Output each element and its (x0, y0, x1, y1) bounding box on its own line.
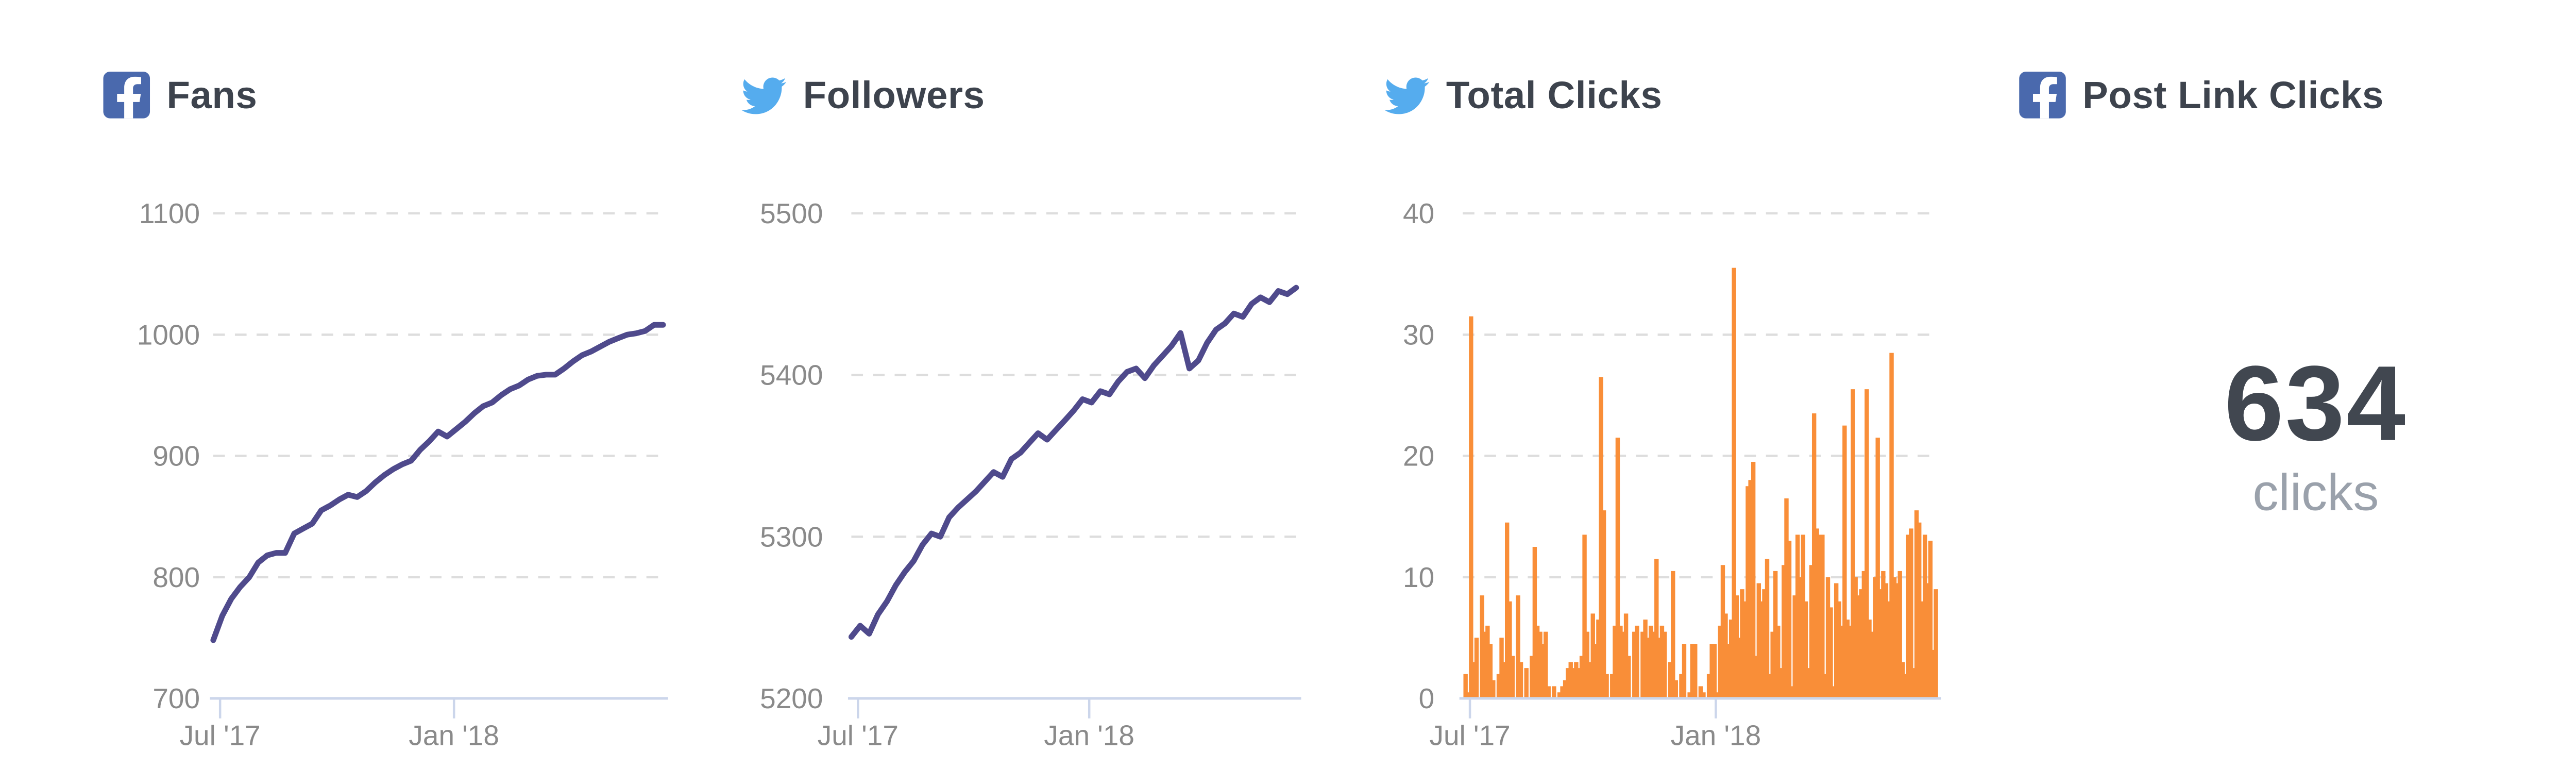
y-axis-tick-label: 5200 (760, 682, 823, 714)
post-link-clicks-panel-title: Post Link Clicks (2082, 72, 2384, 116)
post-link-clicks-value: 634 (2224, 343, 2408, 463)
twitter-icon (740, 72, 787, 119)
twitter-icon (1383, 72, 1430, 119)
y-axis-tick-label: 900 (152, 440, 200, 472)
y-axis-tick-label: 0 (1419, 682, 1435, 714)
x-axis-tick-label: Jan '18 (1671, 719, 1761, 751)
x-axis-tick-label: Jul '17 (180, 719, 261, 751)
post-link-clicks-unit: clicks (2252, 463, 2379, 522)
facebook-icon (2019, 72, 2066, 119)
post-link-clicks-panel-header: Post Link Clicks (2019, 70, 2384, 120)
twitter-bird-glyph (740, 76, 786, 113)
fans-panel-title: Fans (166, 72, 258, 116)
fans-chart: 700 800 900 1000 1100 Jul '17 Jan '18 (137, 197, 668, 751)
followers-panel-title: Followers (803, 72, 985, 116)
facebook-f-glyph (2032, 76, 2057, 119)
x-axis-tick-label: Jan '18 (1044, 719, 1134, 751)
y-axis-tick-label: 1100 (139, 197, 200, 229)
twitter-bird-glyph (1383, 76, 1429, 113)
y-axis-tick-label: 5400 (760, 359, 823, 391)
post-link-clicks-stat: 634 clicks (2066, 343, 2566, 523)
facebook-f-glyph (117, 76, 141, 119)
total-clicks-column-series (1463, 268, 1938, 698)
followers-line-series (848, 285, 1299, 640)
total-clicks-panel-title: Total Clicks (1446, 72, 1663, 116)
x-axis-tick-label: Jul '17 (818, 719, 899, 751)
fans-line-series (210, 322, 666, 643)
y-axis-tick-label: 5300 (760, 521, 823, 553)
y-axis-tick-label: 30 (1403, 319, 1434, 350)
y-axis-tick-label: 40 (1403, 197, 1434, 229)
fans-panel-header: Fans (103, 70, 257, 120)
y-axis-tick-label: 5500 (760, 197, 823, 229)
y-axis-tick-label: 20 (1403, 440, 1434, 472)
y-axis-tick-label: 800 (152, 561, 200, 593)
followers-panel-header: Followers (740, 70, 985, 120)
y-axis-tick-label: 700 (152, 682, 200, 714)
facebook-icon (103, 72, 150, 119)
x-axis-tick-label: Jul '17 (1429, 719, 1510, 751)
y-axis-tick-label: 10 (1403, 561, 1434, 593)
y-axis-tick-label: 1000 (137, 319, 200, 350)
total-clicks-panel-header: Total Clicks (1383, 70, 1663, 120)
total-clicks-chart: 0 10 20 30 40 Jul '17 Jan '18 (1403, 197, 1941, 751)
x-axis-tick-label: Jan '18 (409, 719, 499, 751)
followers-chart: 5200 5300 5400 5500 Jul '17 Jan '18 (760, 197, 1301, 751)
